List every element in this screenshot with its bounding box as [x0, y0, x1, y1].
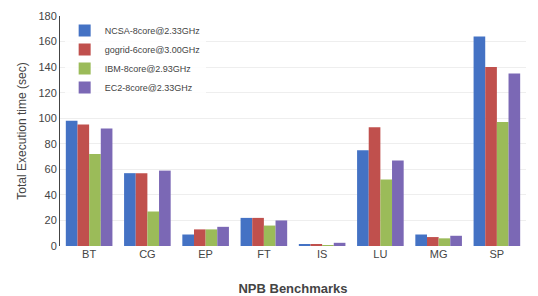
svg-text:40: 40 — [45, 189, 57, 201]
svg-text:20: 20 — [45, 214, 57, 226]
svg-text:IS: IS — [317, 248, 327, 260]
svg-text:LU: LU — [373, 248, 387, 260]
svg-text:80: 80 — [45, 138, 57, 150]
svg-text:Total Execution time (sec): Total Execution time (sec) — [15, 62, 29, 199]
svg-text:SP: SP — [490, 248, 505, 260]
svg-text:CG: CG — [139, 248, 156, 260]
svg-text:140: 140 — [38, 61, 56, 73]
svg-text:NPB Benchmarks: NPB Benchmarks — [238, 281, 347, 296]
svg-text:0: 0 — [51, 240, 57, 252]
svg-text:gogrid-6core@3.00GHz: gogrid-6core@3.00GHz — [105, 45, 201, 55]
svg-text:EC2-8core@2.33GHz: EC2-8core@2.33GHz — [105, 83, 193, 93]
svg-text:EP: EP — [198, 248, 213, 260]
svg-text:180: 180 — [38, 10, 56, 22]
svg-text:60: 60 — [45, 163, 57, 175]
svg-text:160: 160 — [38, 35, 56, 47]
svg-text:100: 100 — [38, 112, 56, 124]
svg-text:MG: MG — [430, 248, 448, 260]
svg-text:120: 120 — [38, 87, 56, 99]
svg-text:BT: BT — [82, 248, 96, 260]
svg-text:FT: FT — [257, 248, 271, 260]
svg-text:IBM-8core@2.93GHz: IBM-8core@2.93GHz — [105, 64, 192, 74]
svg-text:NCSA-8core@2.33GHz: NCSA-8core@2.33GHz — [105, 26, 201, 36]
